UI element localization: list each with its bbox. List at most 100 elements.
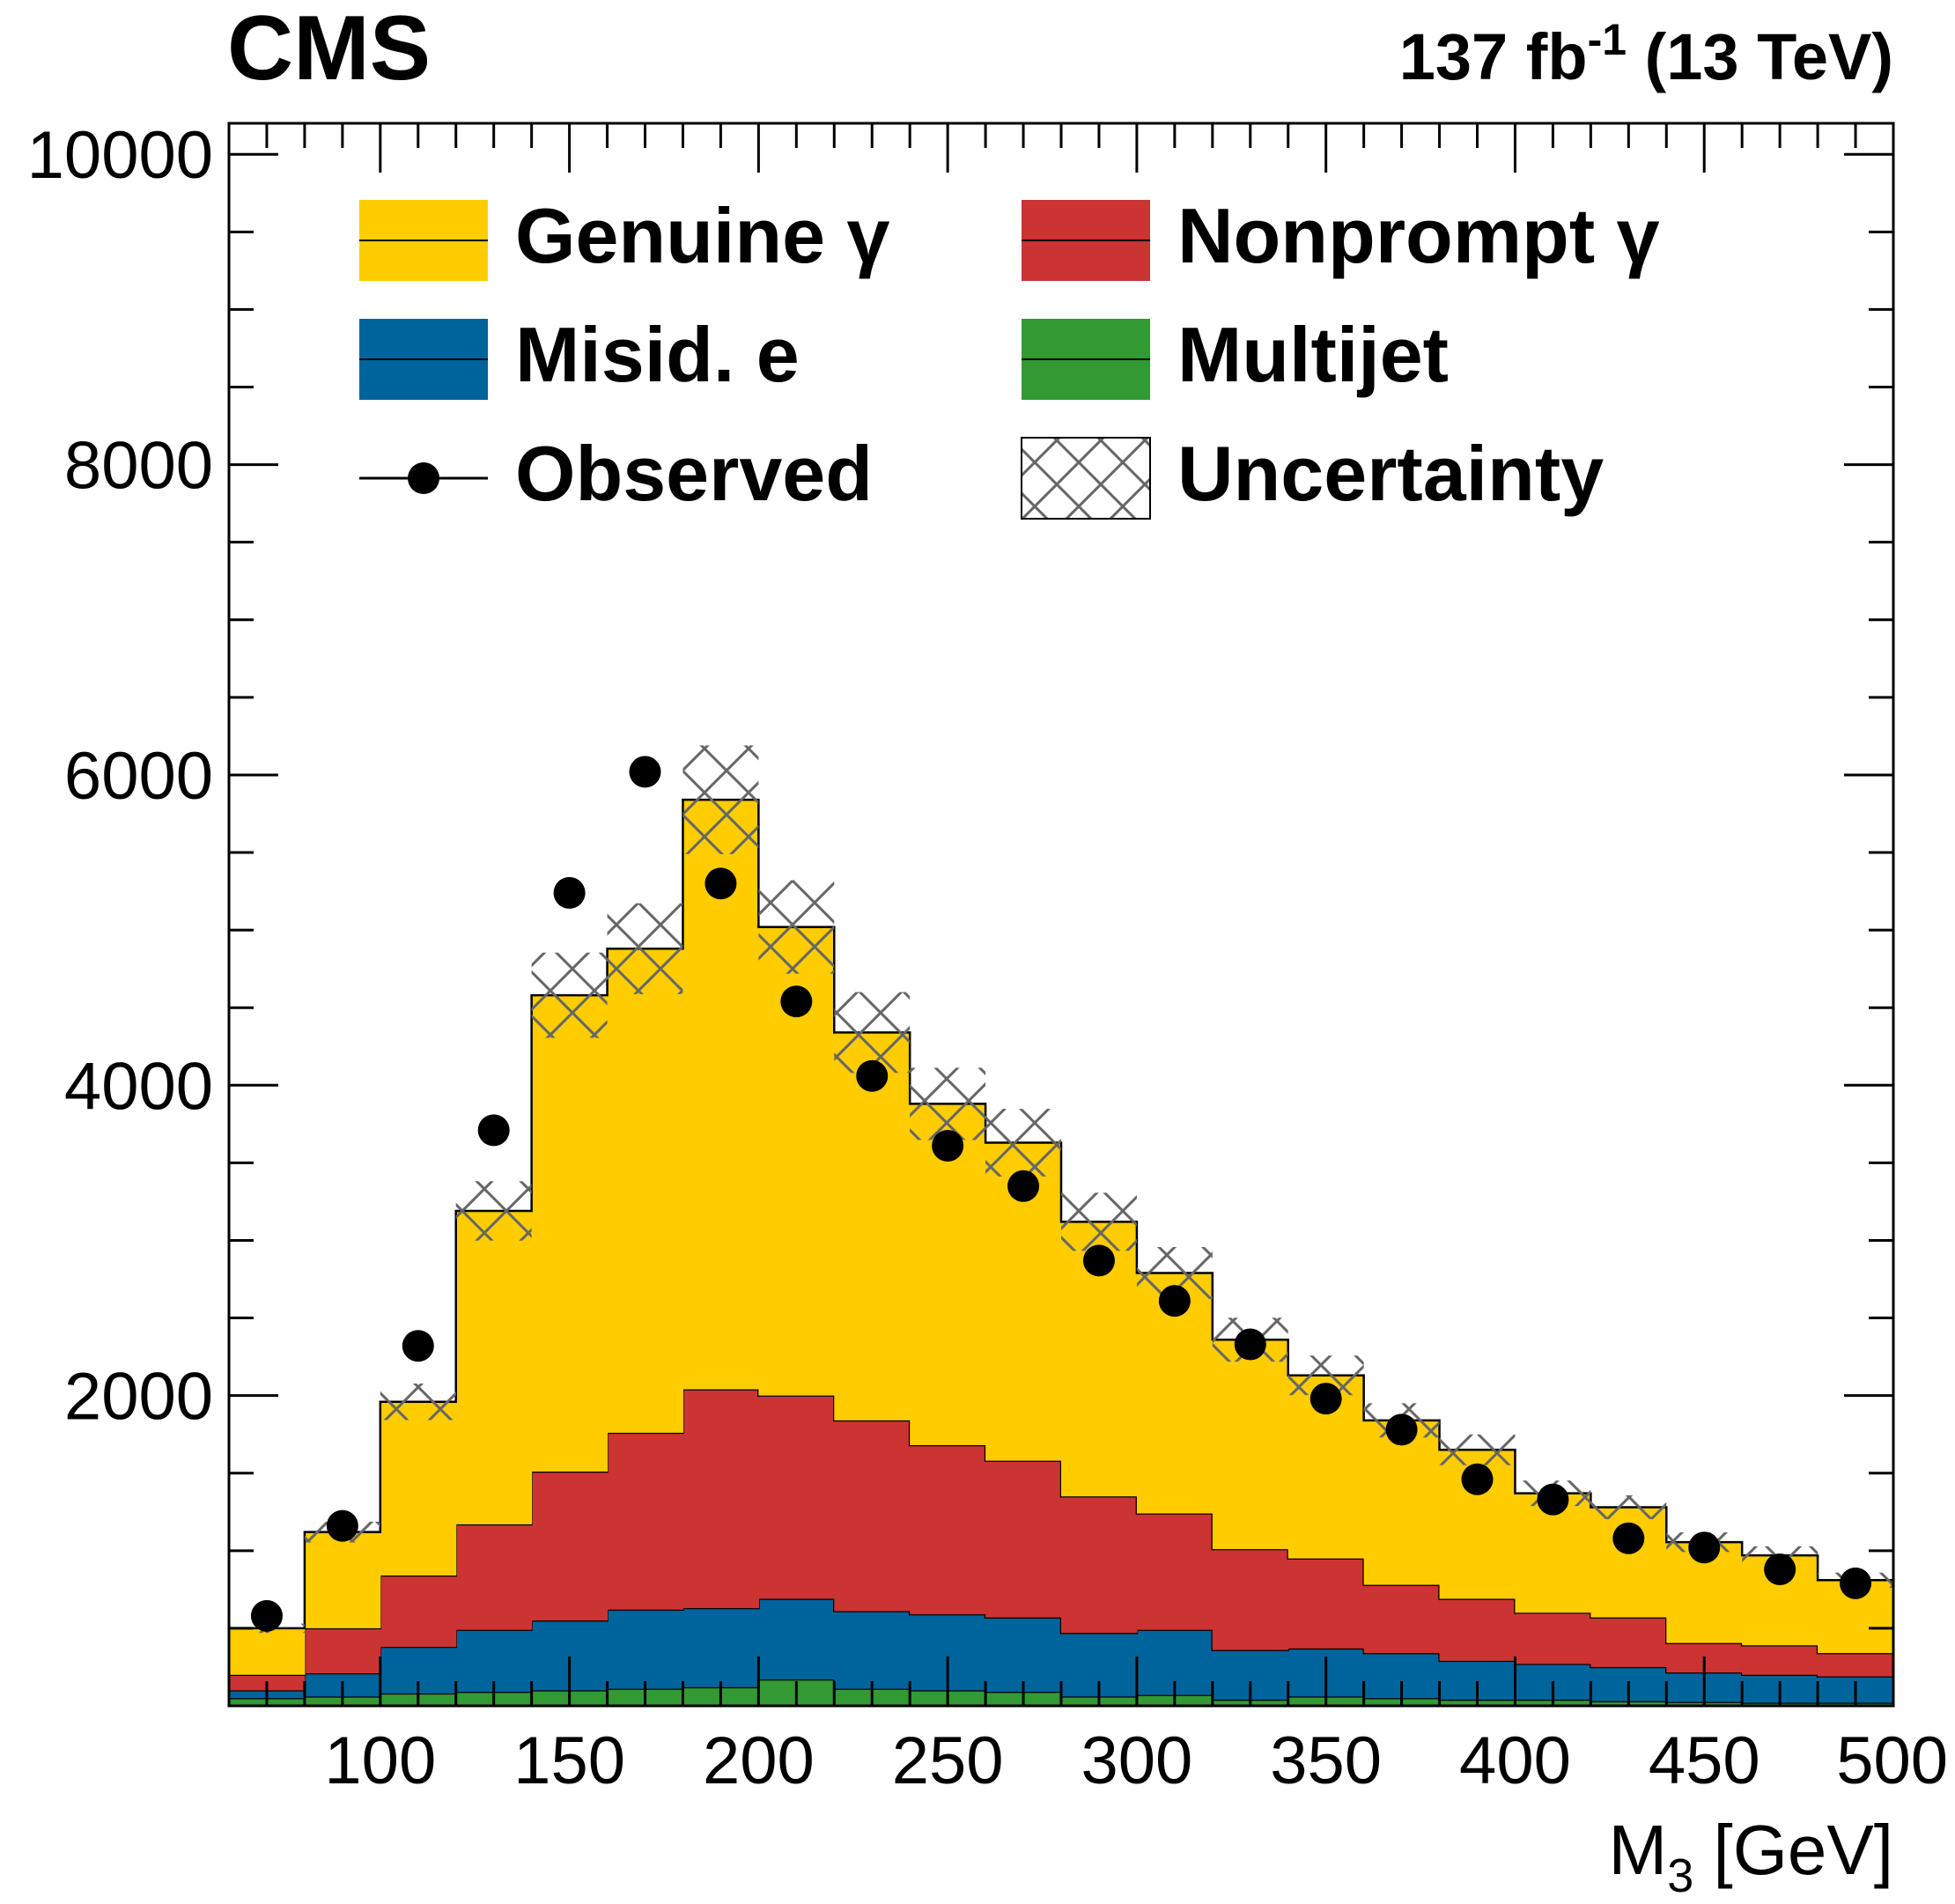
legend-item-uncertainty: Uncertainty bbox=[1021, 430, 1604, 520]
uncertainty-band-5 bbox=[607, 903, 683, 994]
legend-label-observed: Observed bbox=[515, 430, 873, 517]
observed-point-20 bbox=[1764, 1553, 1796, 1585]
observed-point-0 bbox=[250, 1599, 283, 1632]
x-axis-title: M3 [GeV] bbox=[1609, 1811, 1893, 1902]
observed-point-7 bbox=[780, 985, 813, 1018]
bar-nonprompt-4 bbox=[531, 1471, 609, 1621]
bar-nonprompt-3 bbox=[455, 1524, 533, 1630]
observed-point-12 bbox=[1158, 1285, 1191, 1317]
uncertainty-band-11 bbox=[1061, 1192, 1137, 1251]
bar-nonprompt-11 bbox=[1061, 1496, 1138, 1634]
bar-nonprompt-10 bbox=[985, 1460, 1062, 1618]
bar-nonprompt-2 bbox=[380, 1576, 457, 1648]
bar-nonprompt-13 bbox=[1212, 1549, 1289, 1650]
bar-nonprompt-15 bbox=[1363, 1584, 1441, 1654]
bar-nonprompt-17 bbox=[1515, 1612, 1591, 1664]
experiment-label: CMS bbox=[227, 0, 431, 100]
x-tick-label-100: 100 bbox=[324, 1723, 436, 1798]
bar-nonprompt-14 bbox=[1287, 1558, 1365, 1649]
uncertainty-band-7 bbox=[758, 880, 835, 974]
lumi-label: 137 fb-1 (13 TeV) bbox=[1399, 15, 1893, 93]
bar-genuine-1 bbox=[304, 1531, 381, 1628]
x-tick-label-500: 500 bbox=[1836, 1723, 1948, 1798]
y-tick-label-2000: 2000 bbox=[64, 1360, 213, 1435]
bar-nonprompt-9 bbox=[910, 1445, 986, 1615]
y-tick-label-6000: 6000 bbox=[64, 739, 213, 814]
observed-point-2 bbox=[402, 1330, 434, 1362]
x-tick-label-200: 200 bbox=[703, 1723, 815, 1798]
bar-genuine-15 bbox=[1363, 1420, 1441, 1585]
bar-genuine-5 bbox=[607, 948, 684, 1433]
legend-label-multijet: Multijet bbox=[1177, 311, 1449, 398]
axes: 2000 4000 6000 8000 10000 100 150 200 250 300 350 4… bbox=[27, 118, 1948, 1798]
x-axis-title-main: M bbox=[1609, 1811, 1668, 1889]
lumi-value: 137 fb bbox=[1399, 20, 1588, 93]
x-axis-title-unit: [GeV] bbox=[1693, 1811, 1893, 1889]
x-tick-label-150: 150 bbox=[513, 1723, 625, 1798]
legend-swatch-uncertainty bbox=[1021, 437, 1151, 520]
legend-label-genuine: Genuine γ bbox=[515, 192, 889, 279]
observed-point-1 bbox=[326, 1509, 358, 1542]
x-tick-label-300: 300 bbox=[1081, 1723, 1193, 1798]
x-tick-label-250: 250 bbox=[892, 1723, 1004, 1798]
uncertainty-band-9 bbox=[910, 1067, 986, 1140]
uncertainty-band-3 bbox=[455, 1181, 532, 1241]
x-tick-label-450: 450 bbox=[1649, 1723, 1760, 1798]
legend: Genuine γ Nonprompt γ Misid. e Multijet … bbox=[359, 192, 1660, 520]
observed-points bbox=[250, 756, 1872, 1632]
uncertainty-band-2 bbox=[380, 1383, 456, 1421]
observed-point-10 bbox=[1007, 1170, 1040, 1202]
observed-point-16 bbox=[1461, 1463, 1494, 1495]
bar-genuine-0 bbox=[229, 1627, 306, 1675]
legend-item-multijet: Multijet bbox=[1022, 311, 1449, 400]
lumi-exponent: -1 bbox=[1588, 15, 1627, 64]
bar-misid-7 bbox=[758, 1598, 835, 1680]
series-misid bbox=[227, 1598, 1895, 1706]
bar-nonprompt-6 bbox=[682, 1389, 759, 1609]
uncertainty-band-4 bbox=[531, 952, 608, 1038]
x-axis-title-sub: 3 bbox=[1667, 1849, 1693, 1902]
series-nonprompt bbox=[227, 1388, 1895, 1706]
bar-misid-6 bbox=[682, 1608, 759, 1687]
legend-marker-observed bbox=[408, 462, 439, 494]
y-tick-label-8000: 8000 bbox=[64, 429, 213, 504]
bar-nonprompt-12 bbox=[1136, 1513, 1214, 1630]
bar-nonprompt-7 bbox=[758, 1395, 835, 1599]
observed-point-17 bbox=[1537, 1483, 1569, 1516]
legend-item-nonprompt: Nonprompt γ bbox=[1022, 192, 1660, 281]
bar-genuine-3 bbox=[455, 1210, 533, 1524]
bar-nonprompt-20 bbox=[1742, 1645, 1819, 1675]
observed-point-4 bbox=[553, 876, 586, 909]
legend-item-misid: Misid. e bbox=[359, 311, 800, 400]
bar-genuine-8 bbox=[834, 1032, 911, 1421]
observed-point-18 bbox=[1612, 1522, 1645, 1554]
x-tick-label-350: 350 bbox=[1270, 1723, 1382, 1798]
observed-point-13 bbox=[1234, 1328, 1266, 1361]
bar-nonprompt-18 bbox=[1590, 1617, 1667, 1667]
bar-nonprompt-8 bbox=[834, 1420, 911, 1612]
x-tick-label-400: 400 bbox=[1459, 1723, 1571, 1798]
bar-genuine-13 bbox=[1212, 1339, 1289, 1550]
uncertainty-band-8 bbox=[834, 992, 911, 1074]
bar-genuine-2 bbox=[380, 1401, 457, 1576]
legend-label-uncertainty: Uncertainty bbox=[1177, 430, 1604, 517]
observed-point-5 bbox=[629, 756, 661, 788]
observed-point-21 bbox=[1840, 1567, 1872, 1599]
bar-nonprompt-5 bbox=[607, 1432, 684, 1610]
legend-item-genuine: Genuine γ bbox=[359, 192, 889, 281]
observed-point-15 bbox=[1385, 1413, 1418, 1446]
observed-point-11 bbox=[1082, 1244, 1115, 1277]
y-tick-label-10000: 10000 bbox=[27, 118, 213, 193]
uncertainty-band-10 bbox=[985, 1109, 1061, 1177]
observed-point-8 bbox=[856, 1059, 889, 1092]
y-tick-label-4000: 4000 bbox=[64, 1049, 213, 1124]
bar-nonprompt-1 bbox=[304, 1627, 381, 1674]
observed-point-9 bbox=[932, 1130, 964, 1162]
lumi-energy: (13 TeV) bbox=[1627, 20, 1893, 93]
legend-item-observed: Observed bbox=[359, 430, 873, 517]
observed-point-3 bbox=[477, 1114, 510, 1147]
observed-point-19 bbox=[1688, 1531, 1721, 1564]
uncertainty-band-16 bbox=[1439, 1434, 1516, 1465]
observed-point-6 bbox=[705, 867, 737, 900]
